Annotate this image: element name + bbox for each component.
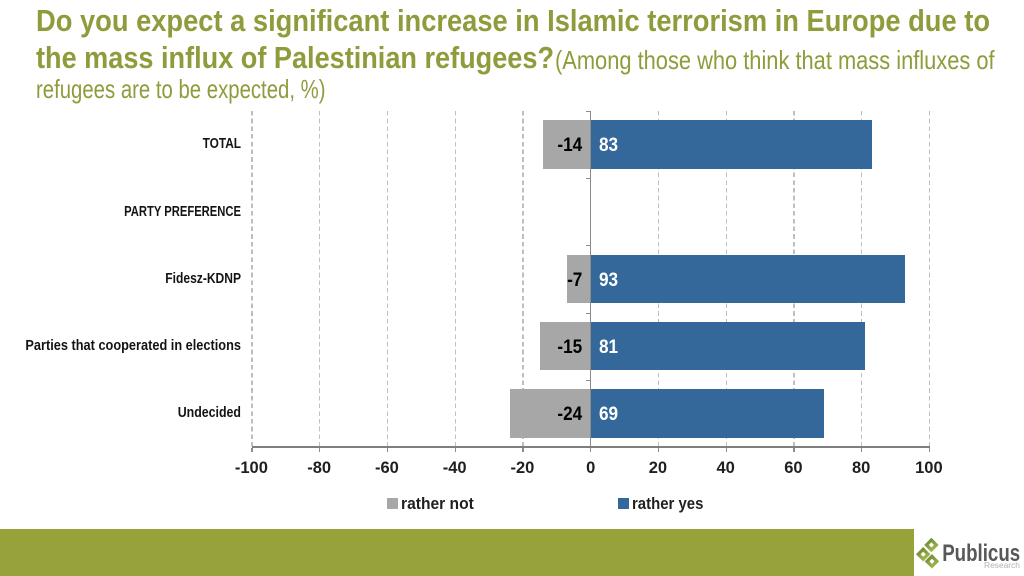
svg-text:Publicus: Publicus	[942, 540, 1020, 567]
svg-text:Research: Research	[984, 560, 1020, 570]
